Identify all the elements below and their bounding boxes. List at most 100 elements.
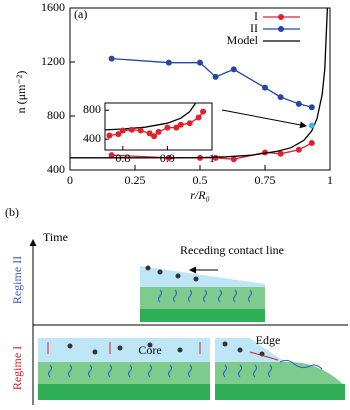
legend-marker — [278, 26, 284, 32]
marker — [212, 73, 219, 80]
regime-label: Regime II — [10, 256, 24, 304]
wavy-arrow — [108, 364, 112, 378]
diagram: (b) Time Regime II Regime I Receding con… — [5, 205, 348, 405]
particle — [147, 342, 153, 348]
y-tick-label: 400 — [83, 131, 101, 145]
wavy-arrow — [68, 364, 72, 378]
marker — [137, 127, 144, 134]
series — [111, 57, 312, 108]
marker — [119, 127, 126, 134]
marker — [146, 130, 153, 137]
legend-label: Model — [227, 33, 259, 47]
line — [105, 103, 197, 131]
panel-label: (b) — [5, 205, 19, 219]
line — [111, 57, 312, 108]
x-tick-label: 0.9 — [160, 151, 175, 165]
wavy-arrow — [128, 364, 132, 378]
particle — [145, 265, 151, 271]
x-tick-label: 0.8 — [115, 151, 130, 165]
wavy-arrow — [218, 289, 222, 303]
marker — [108, 152, 115, 159]
y-tick-label: 400 — [47, 162, 65, 176]
x-tick-label: 0 — [67, 173, 73, 187]
marker — [195, 114, 202, 121]
series — [70, 8, 329, 159]
particle — [67, 343, 73, 349]
marker — [128, 126, 135, 133]
wavy-arrow — [158, 289, 162, 303]
substrate — [215, 384, 345, 400]
red-arrow — [249, 351, 279, 361]
wavy-arrow — [253, 364, 257, 378]
wavy-arrow — [173, 289, 177, 303]
x-tick-label: 1 — [209, 151, 215, 165]
wavy-arrow — [223, 364, 227, 378]
panel-label: (a) — [74, 7, 87, 21]
layer — [140, 287, 265, 309]
marker — [155, 128, 162, 135]
wavy-arrow — [188, 289, 192, 303]
marker — [173, 124, 180, 131]
x-tick-label: 0.5 — [193, 173, 208, 187]
axis-label: Time — [43, 230, 68, 244]
marker — [262, 84, 268, 91]
y-tick-label: 1200 — [41, 54, 65, 68]
liquid — [140, 266, 265, 290]
particle — [237, 347, 243, 353]
marker — [230, 156, 237, 163]
marker — [200, 108, 207, 115]
marker — [308, 104, 315, 111]
marker — [151, 133, 158, 140]
inset-arrow — [221, 109, 307, 129]
y-tick-label: 800 — [47, 108, 65, 122]
y-axis-label: n (μm⁻²) — [14, 71, 28, 114]
marker — [212, 154, 219, 161]
marker — [164, 124, 171, 131]
regime-label: Regime I — [10, 346, 24, 390]
wavy-arrow — [48, 364, 52, 378]
marker — [177, 121, 184, 128]
marker — [295, 100, 302, 107]
x-tick-label: 1 — [327, 173, 333, 187]
line — [70, 8, 329, 159]
particle — [222, 341, 228, 347]
wavy-arrow — [88, 364, 92, 378]
wavy-arrow — [279, 359, 323, 370]
marker — [308, 140, 315, 146]
y-tick-label: 1600 — [41, 0, 65, 14]
substrate — [38, 384, 210, 400]
particles — [47, 265, 323, 378]
wavy-arrow — [203, 289, 207, 303]
marker — [108, 55, 115, 62]
marker — [230, 66, 237, 73]
caption: Receding contact line — [180, 243, 284, 257]
panel-caption: Core — [138, 343, 161, 357]
wavy-arrow — [233, 289, 237, 303]
particle — [117, 345, 123, 351]
marker — [165, 59, 172, 66]
particle — [193, 276, 199, 282]
particle — [177, 347, 183, 353]
x-axis-label: r/R₀ — [190, 188, 210, 202]
marker — [186, 120, 193, 127]
y-tick-label: 800 — [83, 102, 101, 116]
liquid — [38, 338, 210, 362]
particle — [175, 273, 181, 279]
wavy-arrow — [268, 364, 272, 378]
x-tick-label: 0.25 — [125, 173, 146, 187]
panel-caption: Edge — [256, 333, 281, 347]
marker — [277, 150, 284, 157]
marker — [295, 146, 302, 153]
substrate — [140, 309, 265, 322]
series — [105, 103, 197, 131]
layer — [38, 362, 210, 384]
legend-label: II — [250, 21, 258, 35]
wavy-arrow — [238, 364, 242, 378]
wavy-arrow — [148, 364, 152, 378]
wavy-arrow — [188, 364, 192, 378]
marker — [197, 59, 203, 66]
particle — [157, 269, 163, 275]
marker — [115, 131, 122, 138]
wavy-arrow — [248, 289, 252, 303]
legend-marker — [278, 14, 284, 20]
